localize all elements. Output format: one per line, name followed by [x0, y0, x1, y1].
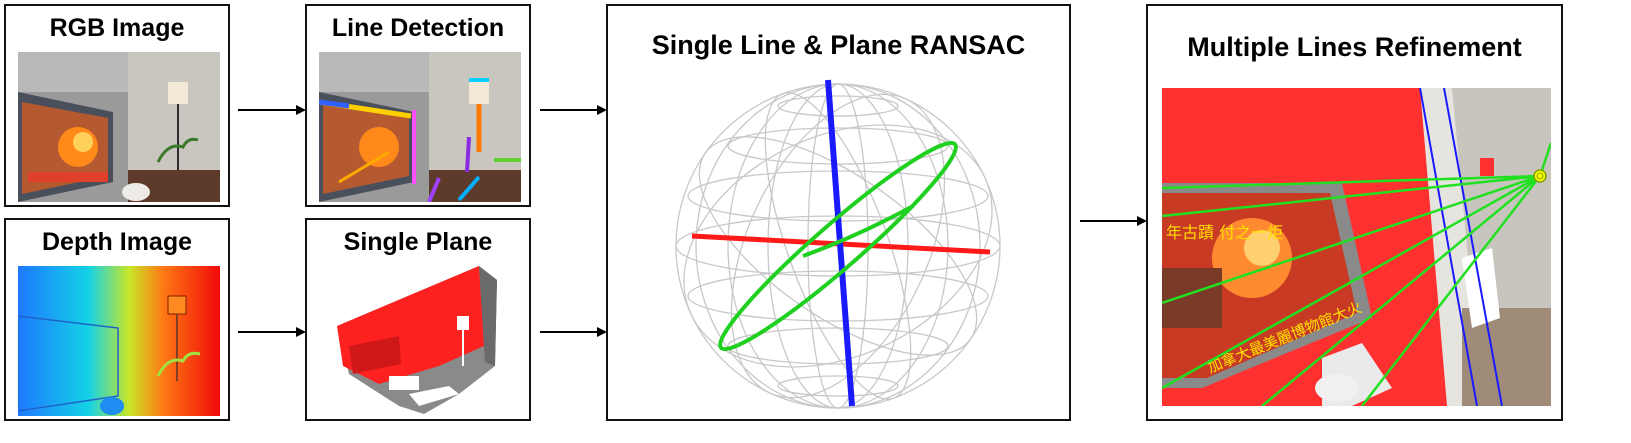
sphere-wireframe — [675, 83, 1001, 409]
line-detection-thumbnail — [319, 52, 521, 202]
line-detection-title: Line Detection — [331, 14, 505, 42]
single-plane-thumbnail — [319, 266, 521, 416]
ransac-box: Single Line & Plane RANSAC — [606, 4, 1071, 421]
rgb-image-thumbnail — [18, 52, 220, 202]
line-detection-box: Line Detection — [305, 4, 531, 207]
tv-caption-upper: 年古蹟 付之一炬 — [1166, 223, 1283, 242]
vanishing-point-marker — [1533, 169, 1547, 183]
refinement-title: Multiple Lines Refinement — [1187, 32, 1522, 62]
rgb-image-box: RGB Image — [4, 4, 230, 207]
single-plane-title-text: Single Plane — [343, 228, 493, 256]
ransac-sphere-plot — [675, 79, 1001, 409]
depth-image-title: Depth Image — [41, 228, 193, 256]
refinement-image: 年古蹟 付之一炬 加拿大最美麗博物館大火 — [1162, 88, 1551, 406]
green-plane-arc — [802, 204, 914, 258]
depth-image-thumbnail — [18, 266, 220, 416]
single-plane-title: Single Plane — [307, 228, 529, 257]
rgb-image-title: RGB Image — [49, 14, 185, 42]
ransac-title: Single Line & Plane RANSAC — [651, 30, 1026, 60]
green-refined-lines — [1162, 142, 1551, 406]
refinement-box: Multiple Lines Refinement 年古蹟 付之一炬 加拿大最美… — [1146, 4, 1563, 421]
single-plane-box: Single Plane — [305, 218, 531, 421]
depth-image-box: Depth Image — [4, 218, 230, 421]
green-plane-circle — [718, 140, 958, 352]
